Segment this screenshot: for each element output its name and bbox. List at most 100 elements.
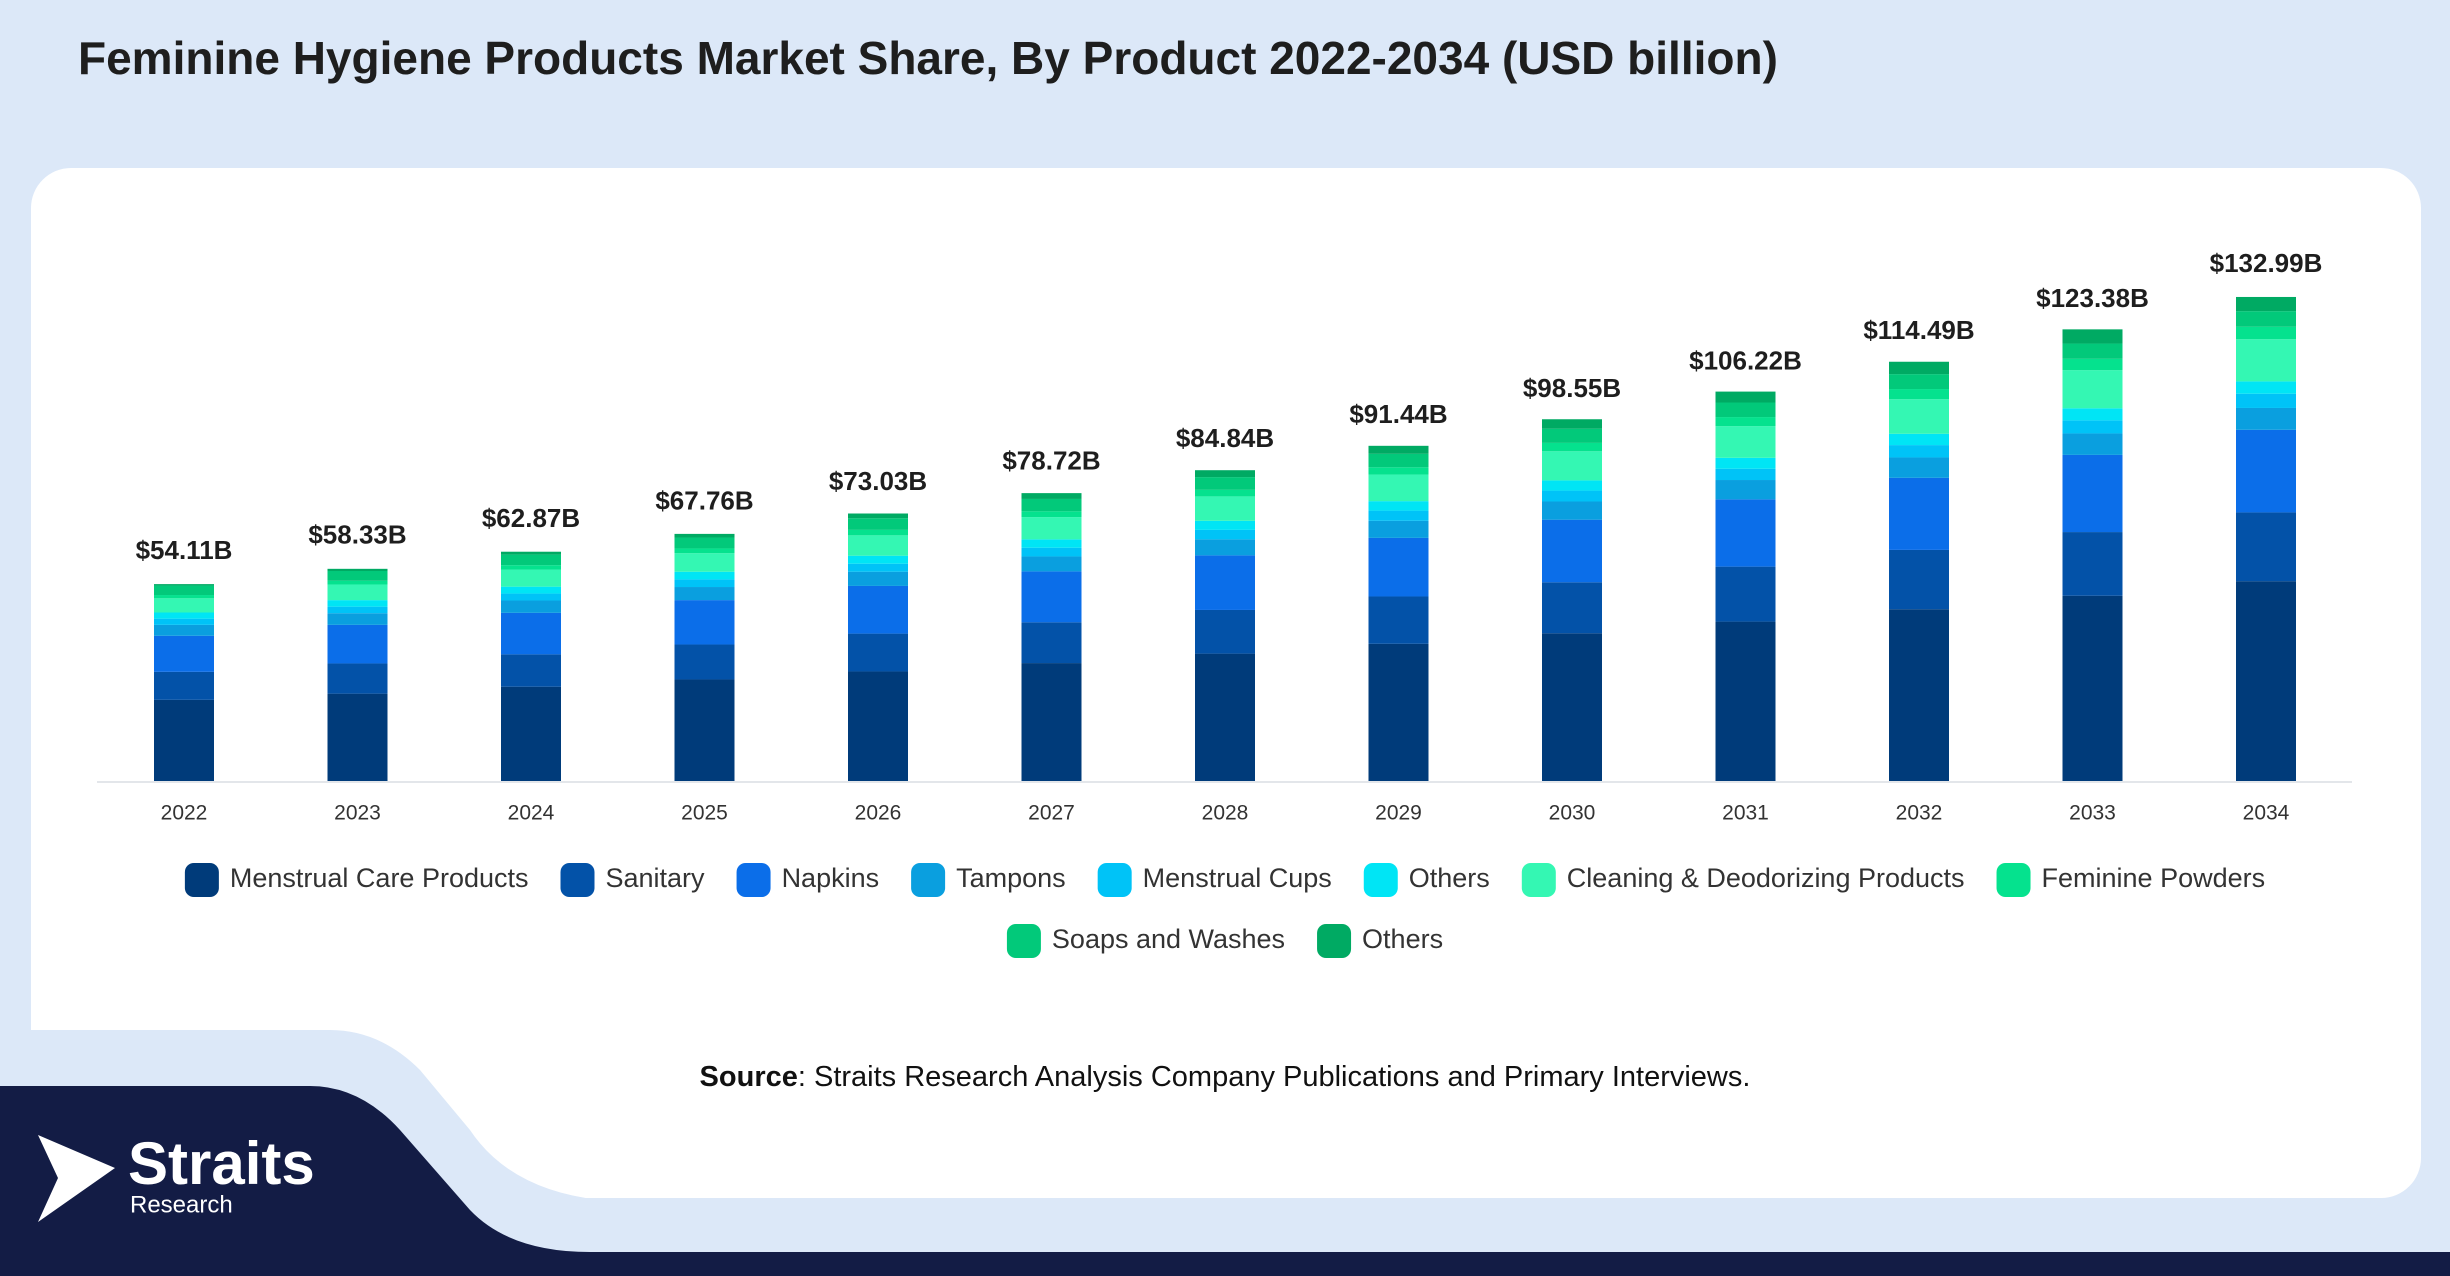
bar-segment [848, 585, 908, 634]
bar-segment [327, 584, 388, 601]
bar-segment [1195, 539, 1255, 556]
bar-segment [501, 593, 561, 601]
total-label: $58.33B [308, 520, 406, 550]
legend-item: Feminine Powders [1996, 863, 2265, 897]
total-label: $91.44B [1349, 399, 1447, 429]
bar-segment [674, 571, 735, 580]
bar-segment [1368, 501, 1429, 511]
bar-segment [1195, 609, 1255, 654]
bar-segment [2236, 407, 2296, 430]
bar-segment [2236, 326, 2296, 340]
bar-segment [1542, 480, 1602, 491]
legend-item: Menstrual Cups [1097, 863, 1332, 897]
bar-segment [154, 671, 214, 700]
bar-segment [1195, 520, 1255, 530]
bar-segment [848, 529, 908, 536]
bar-segment [1368, 467, 1429, 475]
bar-segment [1195, 496, 1255, 521]
legend-item: Others [1317, 924, 1443, 958]
source-text: : Straits Research Analysis Company Publ… [798, 1061, 1751, 1093]
bar-segment [1715, 417, 1776, 427]
bar-segment [501, 654, 561, 687]
bar-segment [848, 571, 908, 586]
bar-segment [2236, 339, 2296, 382]
bar-segment [1021, 663, 1082, 781]
legend-label: Soaps and Washes [1052, 924, 1285, 954]
bar-segment [501, 612, 561, 655]
bar-segment [154, 585, 214, 596]
bar-segment [154, 595, 214, 599]
bar-segment [154, 584, 214, 586]
bar-segment [2062, 358, 2123, 371]
legend-swatch [1521, 863, 1556, 897]
logo-name: Straits [128, 1130, 315, 1197]
legend: Menstrual Care Products Sanitary Napkins Ta… [184, 863, 2265, 958]
bar-segment [674, 533, 735, 538]
bar-segment [2236, 429, 2296, 513]
bar-segment [1715, 480, 1776, 500]
legend-item: Menstrual Care Products [184, 863, 529, 897]
legend-swatch [1097, 863, 1132, 897]
bar-segment [2062, 343, 2123, 359]
bar-segment [1715, 566, 1776, 622]
total-label: $78.72B [1002, 445, 1100, 475]
bar-segment [1542, 442, 1602, 452]
legend-label: Menstrual Cups [1143, 863, 1332, 893]
bar-segment [1368, 445, 1429, 454]
legend-label: Napkins [782, 863, 880, 893]
bar-segment [154, 699, 214, 781]
bar-segment [1542, 490, 1602, 502]
bar-segment [674, 553, 735, 572]
footer-dark [0, 1086, 2450, 1276]
bar-segment [1195, 555, 1255, 610]
bar-segment [1715, 621, 1776, 781]
bar-segment [2236, 381, 2296, 394]
bar-segment [674, 600, 735, 645]
bar-segment [1889, 549, 1949, 610]
bar-segment [2062, 420, 2123, 434]
bar-segment [1889, 374, 1949, 390]
legend-swatch [184, 863, 219, 897]
bar-segment [1021, 547, 1082, 557]
bar-segment [1715, 457, 1776, 469]
bar-segment [1889, 399, 1949, 434]
x-tick-label: 2027 [1028, 802, 1075, 825]
bar-segment [1889, 457, 1949, 478]
logo-sub: Research [130, 1191, 233, 1218]
bar-segment [1542, 419, 1602, 429]
bar-segment [154, 598, 214, 613]
legend-swatch [1006, 924, 1041, 958]
chart-title: Feminine Hygiene Products Market Share, … [78, 32, 1778, 84]
bar-segment [1889, 477, 1949, 550]
bar-segment [154, 612, 214, 619]
bar-segment [848, 555, 908, 564]
bar-segment [1021, 511, 1082, 518]
legend-item: Napkins [736, 863, 880, 897]
bar-segment [674, 587, 735, 601]
bar-segment [674, 579, 735, 588]
source-note: Source: Straits Research Analysis Compan… [700, 1061, 1751, 1093]
bar-segment [327, 580, 388, 585]
bar-segment [674, 644, 735, 680]
legend-swatch [911, 863, 946, 897]
bar-segment [1195, 477, 1255, 490]
bar-segment [848, 671, 908, 781]
bar-segment [1542, 428, 1602, 443]
bar-segment [1021, 493, 1082, 499]
bar-segment [1715, 391, 1776, 403]
bar-segment [327, 663, 388, 694]
bar-segment [327, 568, 388, 572]
legend-label: Menstrual Care Products [230, 863, 529, 893]
bar-segment [501, 586, 561, 594]
bar-segment [1715, 402, 1776, 418]
bar-segment [848, 513, 908, 519]
bar-segment [501, 565, 561, 570]
bar-segment [2062, 454, 2123, 533]
bar-segment [327, 613, 388, 625]
legend-swatch [560, 863, 595, 897]
bar-segment [501, 600, 561, 613]
bar-segment [501, 569, 561, 587]
total-label: $62.87B [482, 503, 580, 533]
total-label: $73.03B [829, 466, 927, 496]
bar-segment [848, 563, 908, 572]
